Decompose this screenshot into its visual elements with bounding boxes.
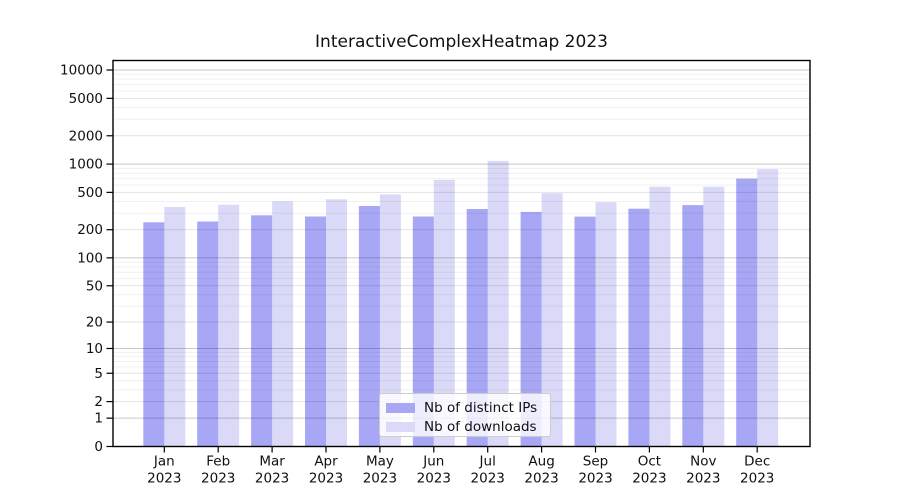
y-tick-label: 1 [94,411,103,427]
bar-distinct-ips-aug [520,211,542,447]
bar-downloads-oct [649,186,671,447]
y-tick-label: 2 [94,394,103,410]
y-tick-label: 500 [77,185,103,201]
bar-downloads-jun [433,179,455,447]
x-tick-label-year: 2023 [471,471,505,487]
y-tick-label: 50 [86,278,103,294]
x-tick-label-year: 2023 [309,471,343,487]
bar-distinct-ips-sep [574,216,596,447]
bar-distinct-ips-jun [412,216,434,447]
x-tick-label-month: Nov [690,454,716,470]
x-tick-label-year: 2023 [578,471,612,487]
legend-label-distinct-ips: Nb of distinct IPs [424,399,538,416]
bar-distinct-ips-jan [143,222,165,447]
bar-distinct-ips-may [358,206,380,447]
legend-item-downloads: Nb of downloads [386,417,550,436]
x-tick-label-month: May [366,454,394,470]
y-tick-label: 2000 [69,128,103,144]
x-tick-label-month: Jul [479,454,496,470]
y-tick-label: 10000 [60,63,103,79]
legend-label-downloads: Nb of downloads [424,418,537,435]
legend-item-distinct-ips: Nb of distinct IPs [386,398,550,417]
x-tick-label-year: 2023 [201,471,235,487]
bar-downloads-apr [326,199,347,447]
y-tick-label: 0 [94,439,103,455]
x-tick-label-month: Jan [153,454,175,470]
x-tick-label-month: Sep [583,454,608,470]
bar-downloads-jan [164,206,186,447]
y-tick-label: 10 [86,341,103,357]
x-tick-label-year: 2023 [632,471,666,487]
x-tick-label-month: Apr [314,454,338,470]
legend-swatch-downloads [386,421,415,432]
x-tick-label-year: 2023 [417,471,451,487]
bar-downloads-jul [487,160,509,447]
y-tick-label: 200 [77,222,103,238]
plot-border [112,59,811,448]
legend: Nb of distinct IPs Nb of downloads [379,393,551,437]
bar-downloads-aug [541,193,563,447]
x-tick-label-month: Feb [206,454,230,470]
x-tick-label-month: Aug [528,454,554,470]
x-tick-label-year: 2023 [147,471,181,487]
chart-title: InteractiveComplexHeatmap 2023 [315,32,608,52]
y-tick-label: 100 [77,250,103,266]
bar-downloads-dec [757,169,779,447]
x-tick-label-year: 2023 [255,471,289,487]
x-tick-label-month: Oct [638,454,661,470]
bar-distinct-ips-mar [251,215,273,447]
bar-downloads-feb [218,204,240,447]
bar-downloads-sep [595,202,617,447]
bar-distinct-ips-oct [628,208,650,447]
bar-downloads-may [379,194,401,447]
x-tick-label-month: Jun [422,454,444,470]
bar-downloads-nov [703,186,725,447]
legend-swatch-distinct-ips [386,402,415,413]
y-tick-label: 20 [86,315,103,331]
x-tick-label-year: 2023 [686,471,720,487]
bar-distinct-ips-apr [305,216,326,447]
x-tick-label-month: Dec [744,454,770,470]
y-tick-label: 1000 [69,157,103,173]
y-tick-label: 5 [94,366,103,382]
x-tick-label-year: 2023 [363,471,397,487]
x-tick-label-month: Mar [259,454,285,470]
bar-downloads-mar [272,201,294,447]
bar-distinct-ips-dec [736,178,758,447]
y-tick-label: 5000 [69,91,103,107]
bar-distinct-ips-jul [466,209,488,447]
bar-distinct-ips-feb [197,221,219,447]
x-tick-label-year: 2023 [524,471,558,487]
bar-distinct-ips-nov [682,205,704,447]
x-tick-label-year: 2023 [740,471,774,487]
